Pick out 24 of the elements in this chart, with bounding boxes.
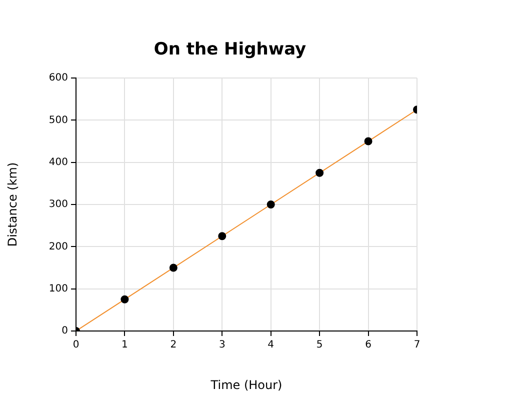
point [316,168,324,177]
y-tick-label: 100 [48,283,68,294]
point [218,232,226,240]
x-tick-label: 4 [268,340,274,351]
x-tick-label: 2 [170,340,177,351]
chart-title: On the Highway [154,39,306,60]
x-tick-label: 3 [218,340,226,351]
y-axis-title: Distance (km) [5,162,20,247]
y-tick-label: 600 [48,72,68,84]
y-tick-label: 0 [62,326,68,337]
y-tick-label: 200 [48,241,68,252]
y-tick-label: 500 [48,114,68,126]
y-tick-label: 400 [48,156,68,168]
point [364,137,372,146]
x-tick-label: 0 [72,340,80,351]
x-axis-title: Time (Hour) [210,378,282,392]
x-tick-label: 6 [365,340,372,351]
x-tick-label: 1 [122,340,128,351]
y-tick-label: 300 [48,199,68,210]
x-tick-label: 5 [316,340,323,351]
point [169,264,178,272]
point [120,295,129,304]
x-tick-label: 7 [414,340,420,351]
point [266,200,275,208]
